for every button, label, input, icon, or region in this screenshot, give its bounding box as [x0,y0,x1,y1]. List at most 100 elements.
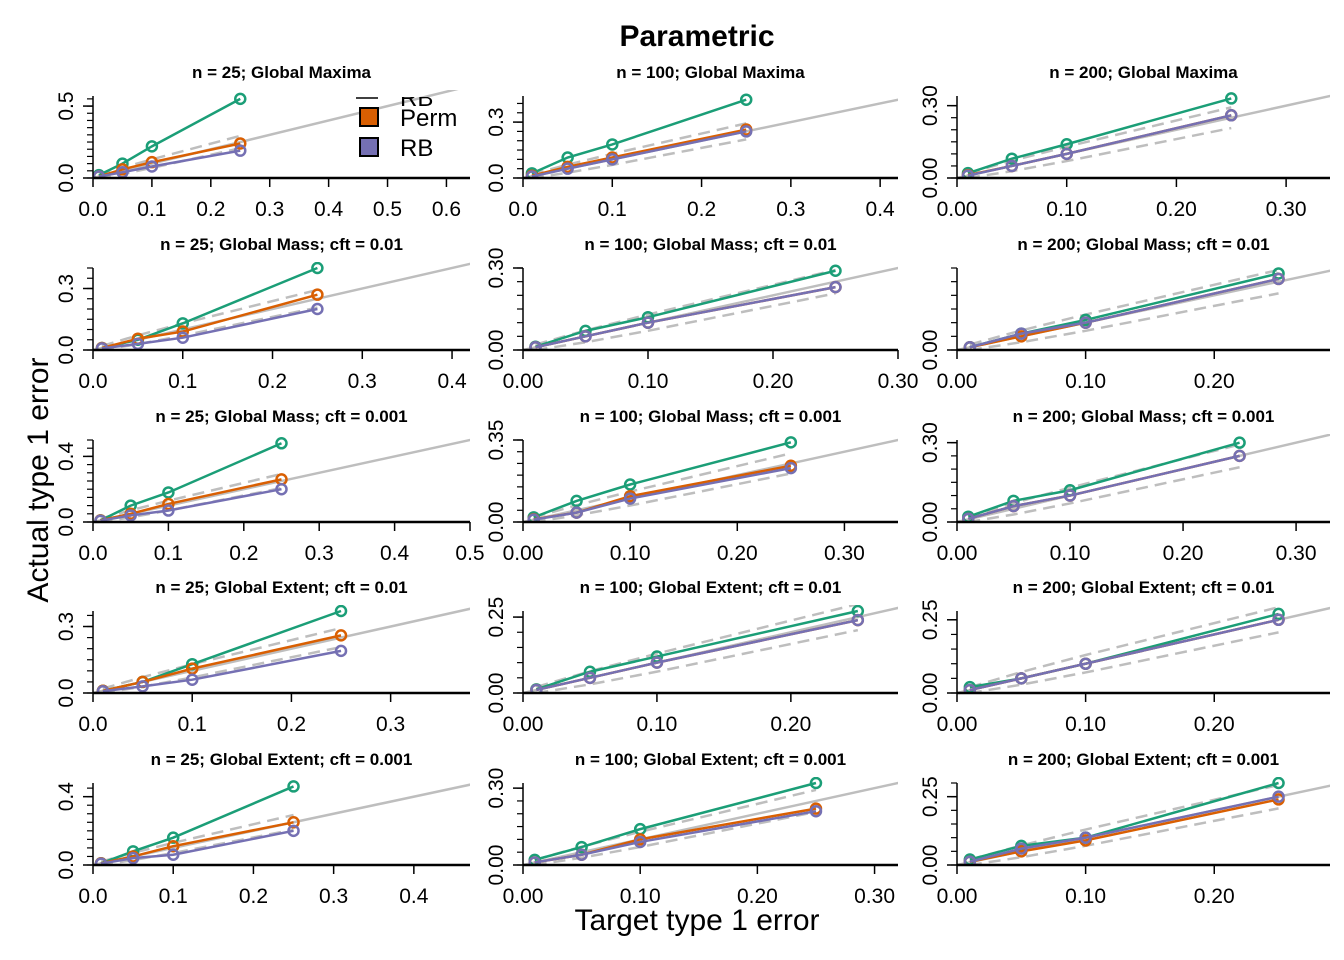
data-point-rb [561,162,574,175]
series-line-rb [536,618,859,692]
upper-bound-line [100,813,294,863]
y-tick-label: 0.0 [55,850,78,879]
y-tick-label: 0.00 [485,330,508,371]
axes: 0.0 0.1 0.2 0.3 0.4 0.5 0.6 0.0 0.5 [55,91,470,221]
axes: 0.0 0.1 0.2 0.3 0.4 0.5 0.0 0.4 [55,439,485,565]
data-point-rb [1225,109,1238,122]
x-tick-label: 0.10 [620,885,661,908]
axes: 0.00 0.10 0.20 0.30 0.00 0.30 [485,768,898,908]
y-tick-label: 0.25 [919,776,942,817]
lower-bound-line [969,292,1279,350]
x-tick-label: 0.20 [1194,713,1235,736]
x-tick-label: 0.1 [137,198,166,221]
y-tick-label: 0.4 [55,782,78,812]
x-tick-label: 0.5 [455,542,484,565]
x-tick-label: 0.10 [1046,198,1087,221]
data-point-param [1272,267,1285,280]
series-line-param [98,97,241,177]
x-tick-label: 0.10 [628,370,669,393]
axes: 0.00 0.10 0.20 0.00 0.25 [919,776,1330,908]
legend-label: RB [400,135,433,162]
data-point-rb [94,857,108,865]
x-tick-label: 0.30 [1276,542,1317,565]
y-tick-label: 0.00 [919,158,942,199]
axes: 0.0 0.1 0.2 0.3 0.4 0.0 0.3 [55,267,470,393]
y-tick-label: 0.00 [919,845,942,886]
panel-data [523,436,898,522]
panel-data [523,264,898,350]
y-tick-label: 0.00 [919,502,942,543]
legend-swatch [359,137,379,157]
x-tick-label: 0.20 [1194,370,1235,393]
y-tick-label: 0.4 [55,441,78,471]
y-tick-label: 0.00 [485,845,508,886]
panel-data [93,437,470,522]
x-tick-label: 0.10 [636,713,677,736]
data-point-rb [583,671,597,685]
series-line-rb [967,454,1240,521]
x-tick-label: 0.0 [78,713,107,736]
axes: 0.0 0.1 0.2 0.3 0.0 0.3 [55,611,470,736]
data-point-rb [1015,327,1028,340]
data-point-rb [606,153,619,166]
data-point-perm [162,497,175,511]
x-tick-label: 0.00 [937,542,978,565]
data-point-rb [575,848,588,861]
upper-bound-line [101,288,318,348]
x-tick-label: 0.4 [399,885,429,908]
y-tick-label: 0.00 [485,673,508,714]
panel-data [957,605,1330,693]
series-line-rb [969,277,1279,349]
data-point-rb [1079,316,1092,329]
y-tick-label: 0.0 [55,678,78,707]
lower-bound-line [535,292,836,350]
x-tick-label: 0.1 [154,542,183,565]
data-point-rb [311,302,324,316]
y-tick-label: 0.0 [55,335,78,364]
data-point-rb [530,683,543,693]
lower-bound-line [100,828,294,865]
x-tick-label: 0.1 [159,885,188,908]
data-point-perm [334,629,348,642]
upper-bound-line [536,605,859,689]
data-point-rb [1272,272,1285,286]
y-tick-label: 0.30 [919,85,942,126]
x-tick-label: 0.0 [508,198,537,221]
lower-bound-line [531,138,747,178]
x-tick-label: 0.0 [78,198,107,221]
data-point-rb [961,169,975,178]
identity-line [93,438,470,522]
y-tick-label: 0.3 [55,612,78,641]
x-tick-label: 0.0 [78,885,107,908]
data-point-rb [234,144,247,157]
series-line-param [533,441,792,519]
panel-data [93,780,470,865]
identity-line [523,781,898,865]
x-tick-label: 0.10 [1050,542,1091,565]
data-point-rb [145,160,159,173]
data-point-param [739,93,753,106]
axes: 0.00 0.10 0.20 0.30 0.00 0.35 [485,420,898,565]
y-tick-label: 0.0 [55,507,78,536]
data-point-rb [641,316,655,329]
data-point-param [166,831,180,844]
axes: 0.00 0.10 0.20 0.00 [919,267,1330,393]
x-tick-label: 0.2 [229,542,258,565]
x-tick-label: 0.00 [503,370,544,393]
chart-panel: n = 200; Global Mass; cft = 0.001 0.00 0.1… [919,407,1330,565]
x-tick-label: 0.2 [239,885,268,908]
panel-title: n = 100; Global Mass; cft = 0.001 [580,407,842,426]
x-tick-label: 0.3 [776,198,805,221]
x-tick-label: 0.3 [376,713,405,736]
series-line-rb [969,795,1279,863]
x-tick-label: 0.20 [753,370,794,393]
data-point-param [1005,152,1019,165]
x-tick-label: 0.00 [937,198,978,221]
panel-title: n = 25; Global Extent; cft = 0.001 [151,750,413,769]
data-point-perm [287,816,300,829]
data-point-rb [166,848,180,861]
upper-bound-line [969,605,1279,689]
